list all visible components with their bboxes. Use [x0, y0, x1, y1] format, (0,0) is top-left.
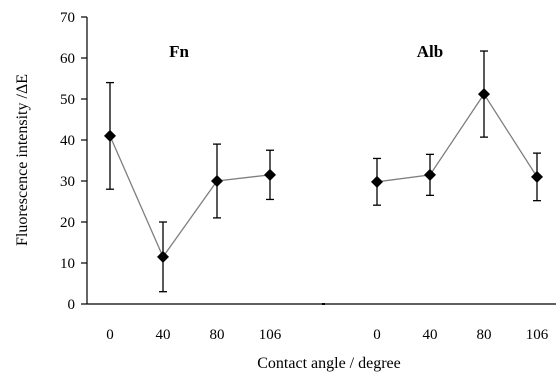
data-point-marker	[264, 168, 276, 181]
data-point-marker	[157, 250, 169, 263]
panel-label-alb: Alb	[417, 42, 443, 61]
series	[104, 50, 543, 293]
data-point-marker	[424, 168, 436, 181]
x-tick-label: 106	[526, 327, 549, 343]
x-tick-label: 0	[106, 327, 114, 343]
y-tick-label: 70	[60, 10, 75, 26]
x-tick-label: 40	[156, 327, 171, 343]
series-line-alb	[376, 92, 538, 183]
y-tick-label: 0	[68, 297, 76, 313]
x-axis-title: Contact angle / degree	[257, 355, 401, 372]
y-ticks: 0 10 20 30 40 50 60 70	[60, 10, 87, 313]
series-line-fn	[109, 135, 271, 259]
data-point-marker	[211, 175, 223, 187]
data-point-marker	[531, 170, 543, 183]
data-point-marker	[478, 88, 490, 101]
x-tick-label: 80	[210, 327, 225, 343]
x-tick-label: 80	[477, 327, 492, 343]
y-tick-label: 50	[60, 92, 75, 108]
axis-break-mark	[322, 303, 325, 305]
y-tick-label: 20	[60, 215, 75, 231]
panel-label-fn: Fn	[169, 42, 189, 61]
y-tick-label: 40	[60, 133, 75, 149]
y-tick-label: 60	[60, 51, 75, 67]
x-ticks: 0 40 80 106 0 40 80 106	[106, 327, 549, 343]
y-tick-label: 30	[60, 174, 75, 190]
x-tick-label: 0	[373, 327, 381, 343]
data-point-marker	[371, 175, 383, 188]
y-axis-title: Fluorescence intensity /ΔE	[14, 74, 31, 246]
x-tick-label: 40	[423, 327, 438, 343]
y-tick-label: 10	[60, 256, 75, 272]
x-tick-label: 106	[259, 327, 282, 343]
axes	[86, 17, 556, 305]
data-point-marker	[104, 129, 116, 142]
